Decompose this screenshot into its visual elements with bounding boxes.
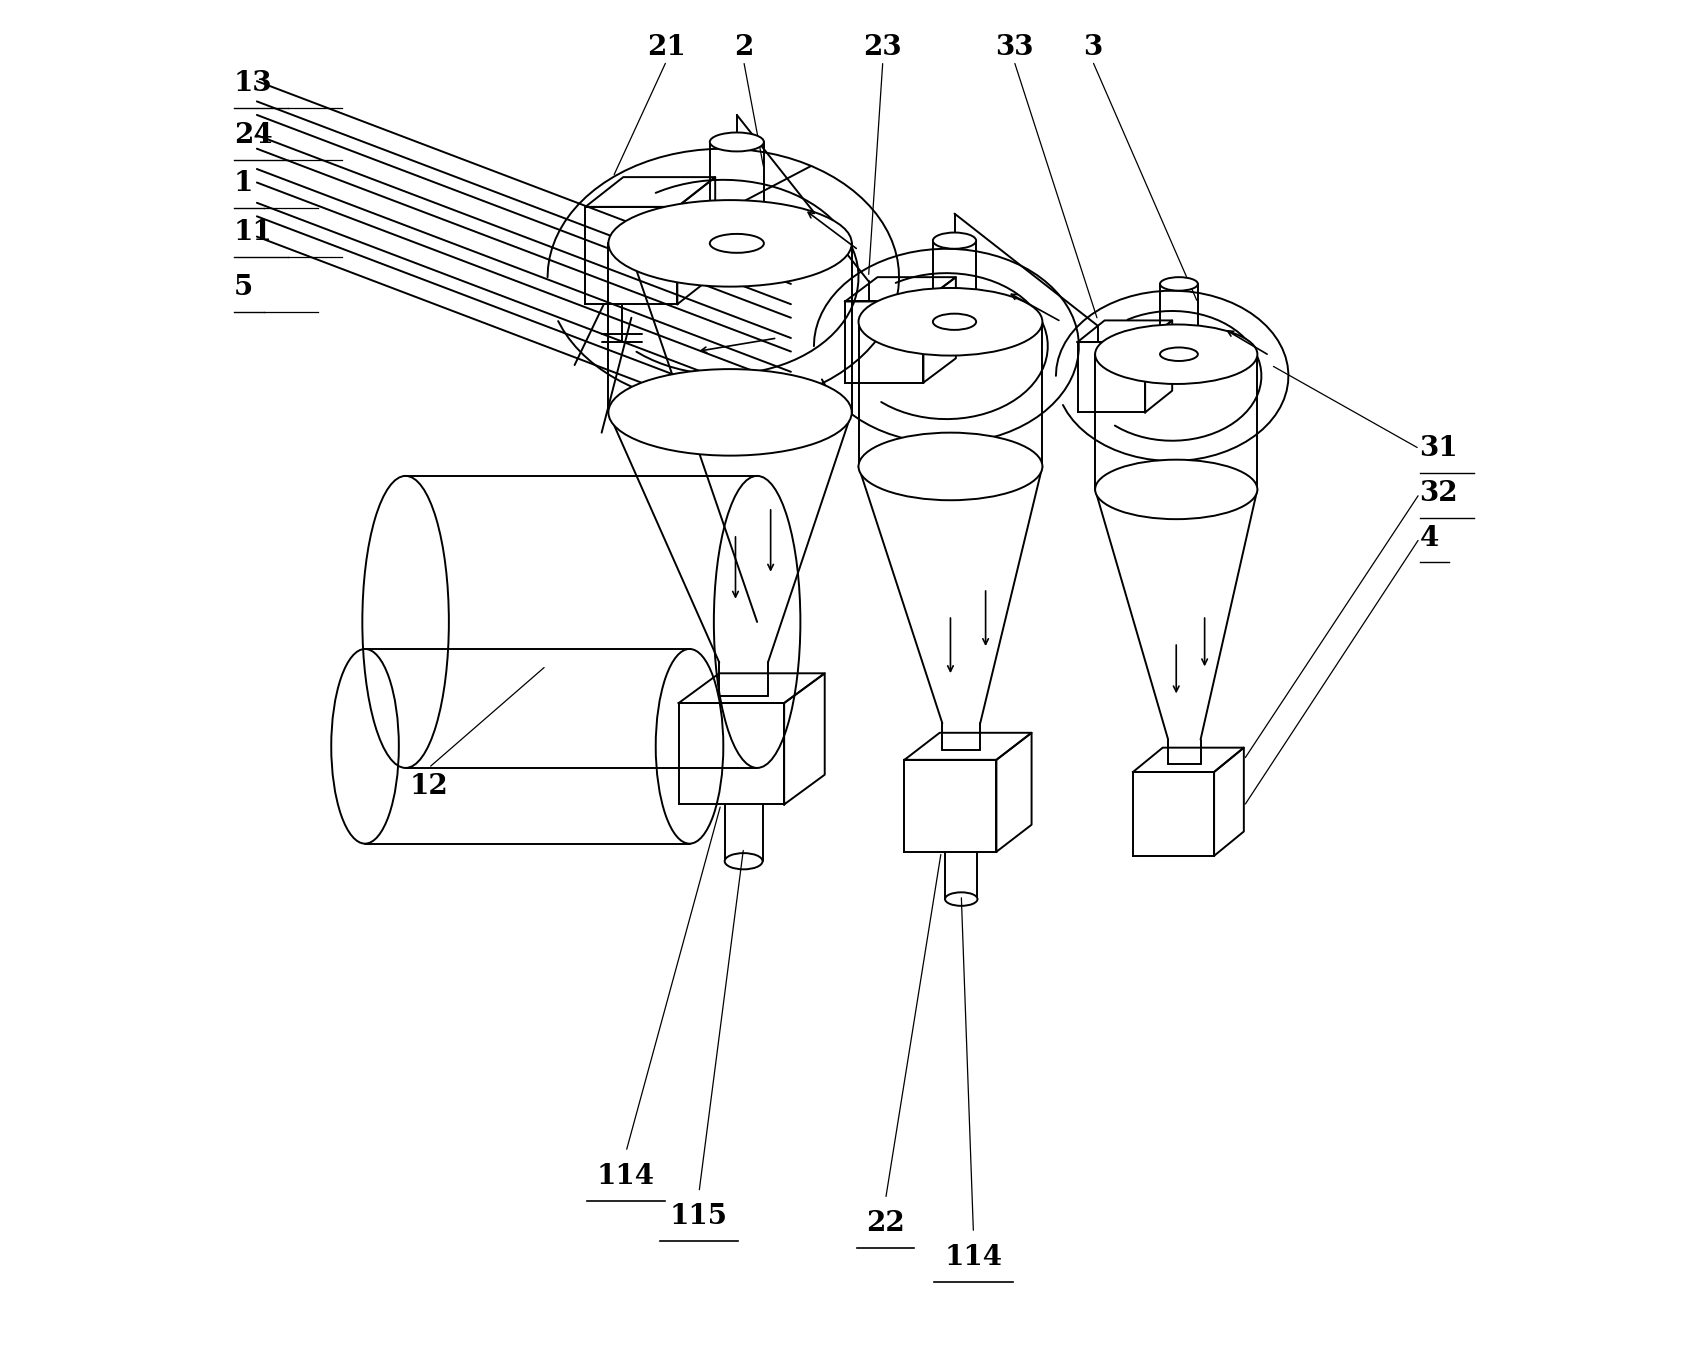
- Text: 5: 5: [233, 274, 253, 301]
- Text: 22: 22: [866, 1210, 904, 1237]
- Ellipse shape: [709, 132, 763, 151]
- Text: 4: 4: [1419, 525, 1437, 552]
- Ellipse shape: [932, 233, 976, 249]
- Text: 3: 3: [1083, 34, 1101, 61]
- Ellipse shape: [1094, 324, 1257, 384]
- Ellipse shape: [858, 433, 1042, 500]
- Text: 114: 114: [944, 1244, 1002, 1271]
- Text: 1: 1: [233, 170, 253, 197]
- Text: 2: 2: [733, 34, 753, 61]
- Text: 32: 32: [1419, 480, 1458, 507]
- Ellipse shape: [944, 892, 976, 906]
- Text: 12: 12: [409, 773, 448, 800]
- Text: 114: 114: [596, 1163, 655, 1190]
- Ellipse shape: [725, 853, 762, 869]
- Ellipse shape: [608, 200, 851, 287]
- Text: 115: 115: [669, 1203, 728, 1230]
- Ellipse shape: [608, 369, 851, 456]
- Text: 33: 33: [995, 34, 1032, 61]
- Ellipse shape: [858, 288, 1042, 356]
- Text: 23: 23: [863, 34, 902, 61]
- Text: 21: 21: [647, 34, 686, 61]
- Ellipse shape: [1094, 460, 1257, 519]
- Text: 31: 31: [1419, 435, 1458, 462]
- Text: 24: 24: [233, 122, 272, 149]
- Ellipse shape: [1159, 277, 1198, 291]
- Text: 11: 11: [233, 219, 272, 246]
- Text: 13: 13: [233, 70, 272, 97]
